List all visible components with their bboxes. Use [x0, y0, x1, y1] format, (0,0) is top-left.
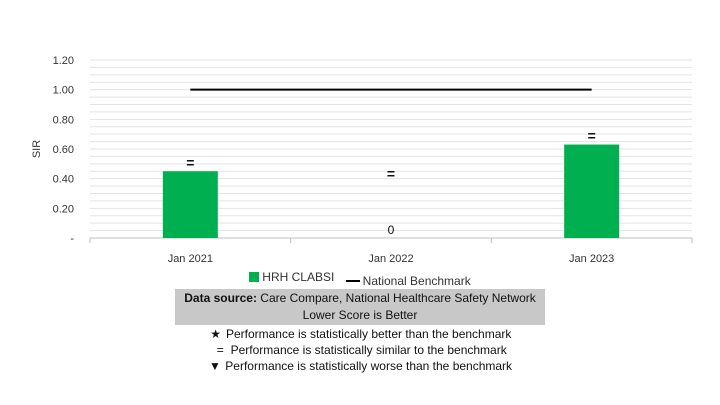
legend-swatch-line	[345, 280, 360, 282]
legend-item-series: HRH CLABSI	[249, 270, 334, 284]
legend-label-benchmark: National Benchmark	[362, 274, 471, 288]
note-better: ★ Performance is statistically better th…	[0, 326, 720, 342]
data-source-box: Data source: Care Compare, National Heal…	[175, 289, 545, 325]
comparison-mark: =	[588, 128, 596, 144]
y-tick-label: 0.80	[53, 114, 74, 126]
y-tick-label: 0.40	[53, 174, 74, 186]
note-similar-text: Performance is statistically similar to …	[230, 343, 507, 357]
legend-item-benchmark: National Benchmark	[345, 274, 471, 288]
comparison-mark: =	[387, 166, 395, 182]
data-source-line: Data source: Care Compare, National Heal…	[175, 290, 545, 307]
note-similar: = Performance is statistically similar t…	[0, 342, 720, 358]
legend: HRH CLABSI National Benchmark	[0, 270, 720, 288]
comparison-mark: =	[186, 154, 194, 170]
data-label: 0	[388, 223, 395, 237]
y-tick-label: 0.60	[53, 144, 74, 156]
y-tick-label: 1.00	[53, 85, 74, 97]
bars	[162, 144, 620, 238]
x-tick-label: Jan 2023	[569, 253, 614, 265]
note-worse: ▼ Performance is statistically worse tha…	[0, 358, 720, 374]
x-tick-label: Jan 2021	[168, 253, 213, 265]
y-tick-label: -	[70, 233, 74, 245]
data-source-text: Care Compare, National Healthcare Safety…	[256, 291, 536, 305]
bar	[162, 171, 218, 238]
y-tick-label: 0.20	[53, 203, 74, 215]
note-worse-text: Performance is statistically worse than …	[225, 359, 513, 373]
bar	[564, 144, 620, 238]
legend-notes: ★ Performance is statistically better th…	[0, 326, 720, 374]
star-icon: ★	[210, 327, 221, 341]
lower-score-note: Lower Score is Better	[302, 308, 418, 322]
equals-icon: =	[216, 343, 224, 357]
triangle-down-icon: ▼	[208, 359, 221, 373]
note-better-text: Performance is statistically better than…	[225, 327, 512, 341]
y-axis-label: SIR	[31, 140, 43, 158]
y-tick-label: 1.20	[53, 55, 74, 67]
legend-swatch-bar	[249, 272, 260, 282]
legend-label-series: HRH CLABSI	[262, 270, 335, 284]
x-tick-label: Jan 2022	[368, 253, 413, 265]
data-source-prefix: Data source:	[184, 291, 257, 305]
labels: Jan 2021 = Jan 2022 = 0 Jan 2023 =	[168, 128, 615, 265]
